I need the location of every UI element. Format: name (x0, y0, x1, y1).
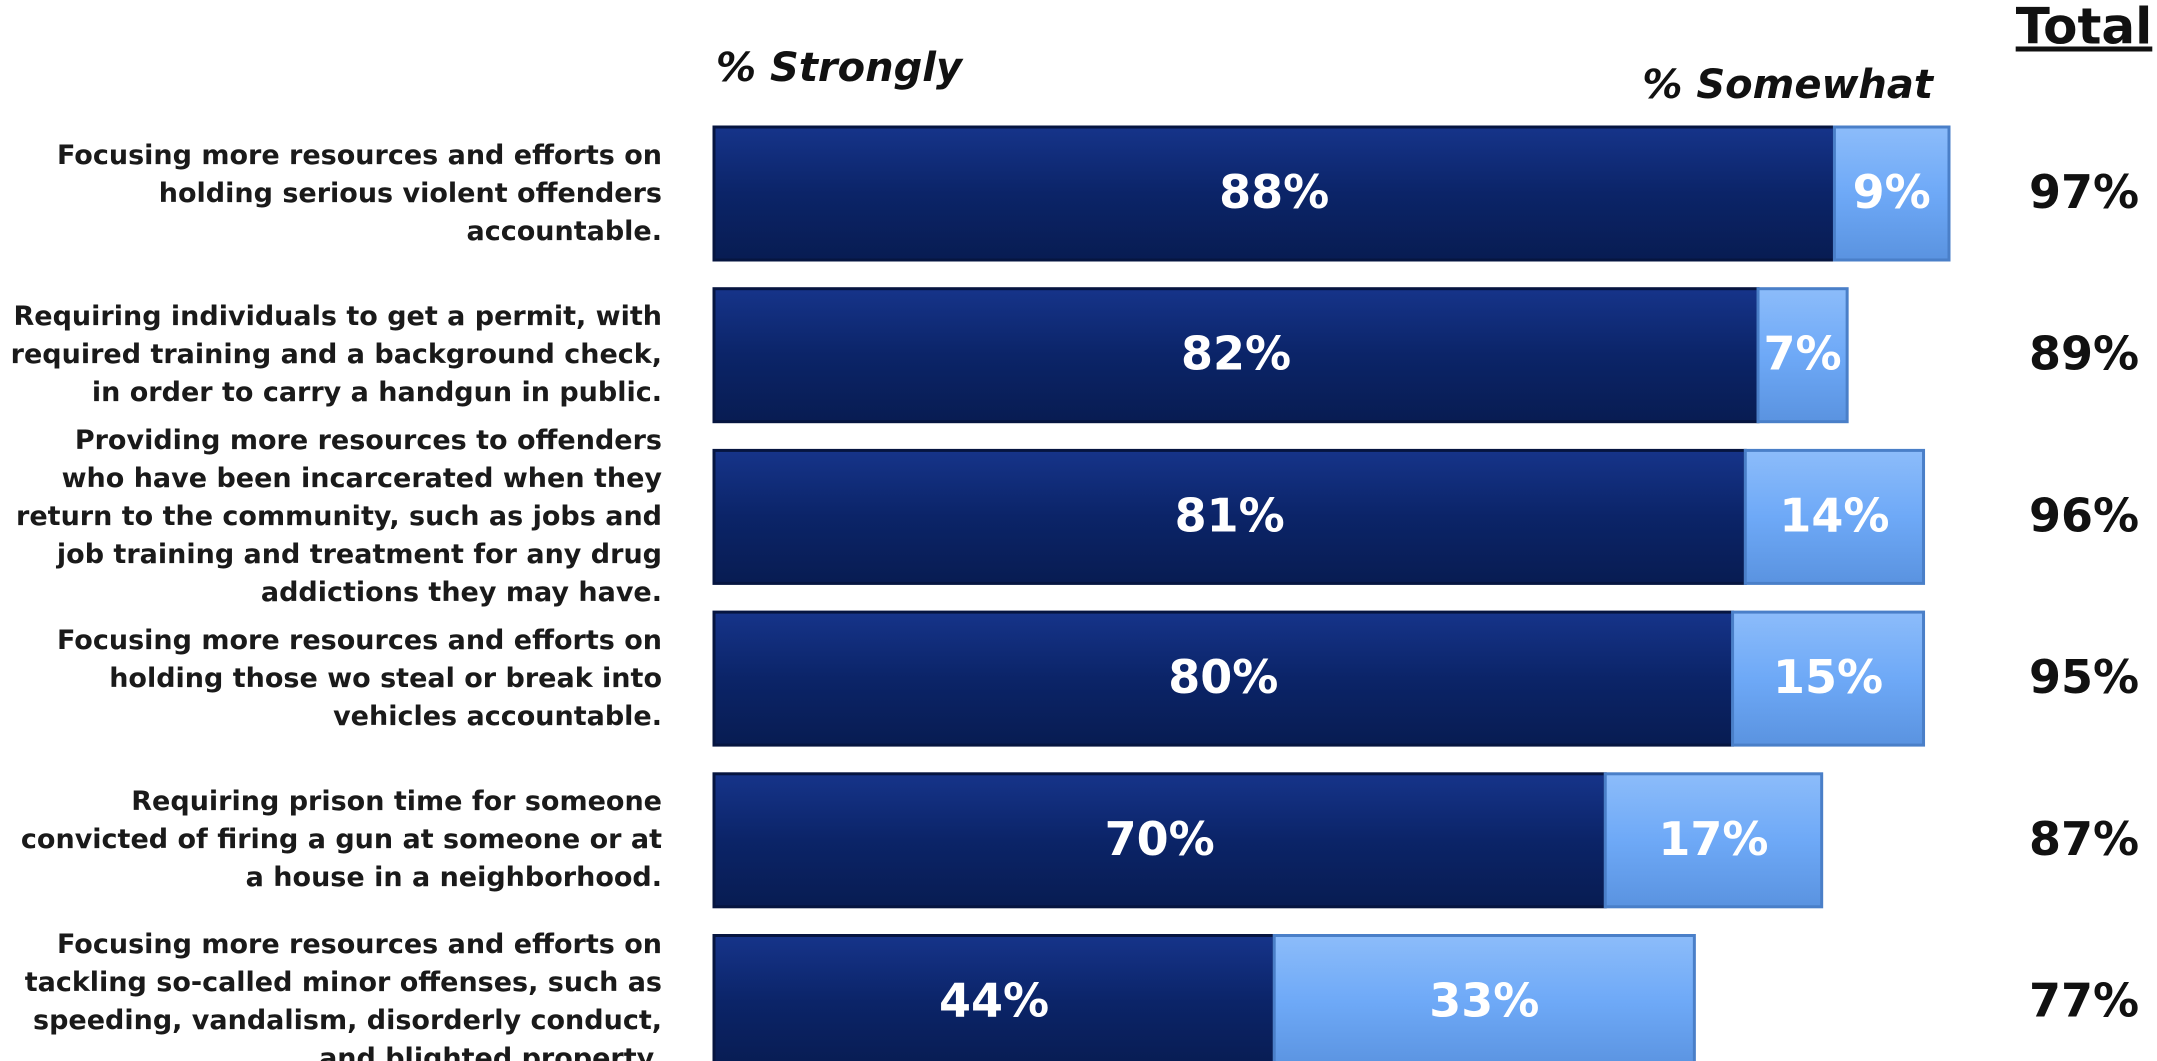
category-label: Requiring prison time for someone convic… (20, 786, 662, 894)
total-header: Total (2016, 0, 2153, 56)
data-label: 15% (1773, 650, 1883, 704)
bar-segment (712, 772, 1607, 909)
data-label: 88% (1219, 165, 1329, 219)
bar-segment (712, 448, 1747, 585)
data-label: 44% (939, 974, 1049, 1028)
total-label: 87% (2029, 812, 2139, 866)
data-label: 7% (1764, 327, 1842, 381)
bar-segment (712, 287, 1760, 424)
data-label: 70% (1105, 812, 1215, 866)
data-label: 9% (1853, 165, 1931, 219)
total-label: 97% (2029, 165, 2139, 219)
bar-segment (1731, 610, 1926, 747)
data-label: 14% (1779, 488, 1889, 542)
category-label: Focusing more resources and efforts on t… (24, 929, 662, 1061)
bar-segment (1743, 448, 1926, 585)
category-label: Requiring individuals to get a permit, w… (10, 301, 662, 409)
category-label: Focusing more resources and efforts on h… (56, 139, 662, 247)
data-label: 82% (1181, 327, 1291, 381)
total-label: 96% (2029, 488, 2139, 542)
data-label: 33% (1429, 974, 1539, 1028)
bar-segment (1272, 934, 1696, 1061)
legend-strongly: % Strongly (716, 45, 964, 91)
total-label: 89% (2029, 327, 2139, 381)
total-label: 95% (2029, 650, 2139, 704)
category-label: Providing more resources to offenders wh… (16, 424, 662, 608)
legend-somewhat: % Somewhat (1642, 62, 1935, 108)
data-label: 17% (1658, 812, 1768, 866)
bar-segment (712, 934, 1276, 1061)
bar-segment (1832, 125, 1951, 262)
bar-segment (1756, 287, 1849, 424)
data-label: 80% (1168, 650, 1278, 704)
bar-segment (1603, 772, 1824, 909)
bar-segment (712, 610, 1735, 747)
data-label: 81% (1175, 488, 1285, 542)
category-label: Focusing more resources and efforts on h… (56, 624, 662, 732)
total-label: 77% (2029, 974, 2139, 1028)
